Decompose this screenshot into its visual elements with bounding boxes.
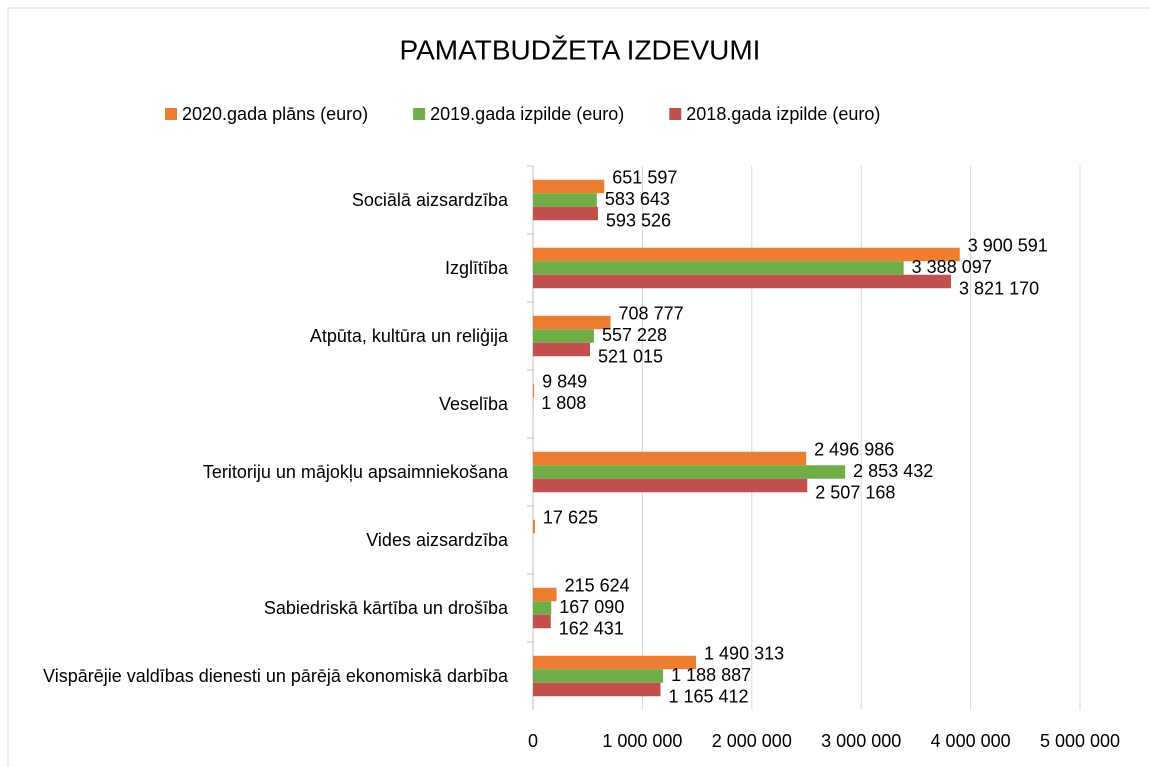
bar	[533, 261, 904, 275]
bar	[533, 451, 807, 466]
bar	[533, 682, 661, 697]
bar	[533, 383, 535, 398]
y-tick-label: Sabiedriskā kārtība un drošība	[263, 598, 508, 618]
data-label: 651 597	[612, 167, 677, 187]
bar	[533, 601, 552, 615]
data-label: 2 853 432	[853, 461, 933, 481]
data-label: 3 821 170	[959, 278, 1039, 298]
y-tick-label: Vispārējie valdības dienesti un pārējā e…	[43, 666, 508, 686]
legend-label: 2020.gada plāns (euro)	[182, 104, 368, 124]
data-label: 1 808	[541, 393, 586, 413]
bar	[533, 465, 846, 479]
x-tick-label: 2 000 000	[712, 731, 792, 751]
data-label: 9 849	[542, 371, 587, 391]
bar	[533, 274, 952, 289]
x-tick-label: 3 000 000	[821, 731, 901, 751]
bar	[533, 587, 557, 602]
data-label: 1 490 313	[704, 643, 784, 663]
x-tick-label: 0	[528, 731, 538, 751]
bar	[533, 519, 535, 534]
y-tick-label: Vides aizsardzība	[366, 530, 508, 550]
bar	[533, 329, 594, 343]
bar	[533, 655, 697, 670]
legend-swatch	[165, 108, 177, 120]
data-label: 167 090	[559, 597, 624, 617]
chart-frame	[7, 7, 1150, 767]
data-label: 215 624	[565, 575, 630, 595]
bar	[533, 179, 605, 194]
data-label: 583 643	[605, 189, 670, 209]
legend-swatch	[413, 108, 426, 120]
bar	[533, 193, 597, 207]
y-tick-label: Sociālā aizsardzība	[351, 190, 508, 210]
data-label: 557 228	[602, 325, 667, 345]
bar	[533, 478, 808, 493]
legend-label: 2018.gada izpilde (euro)	[686, 104, 880, 124]
data-label: 593 526	[606, 210, 671, 230]
data-label: 162 431	[559, 618, 624, 638]
y-tick-label: Izglītība	[444, 258, 508, 278]
bar	[533, 315, 611, 330]
data-label: 17 625	[543, 507, 598, 527]
y-tick-label: Veselība	[438, 394, 508, 414]
chart-title: PAMATBUDŽETA IZDEVUMI	[400, 34, 761, 65]
x-tick-label: 1 000 000	[602, 731, 682, 751]
legend-swatch	[669, 108, 682, 120]
data-label: 3 900 591	[968, 235, 1048, 255]
data-label: 708 777	[619, 303, 684, 323]
bar	[533, 614, 551, 629]
data-label: 521 015	[598, 346, 663, 366]
legend-label: 2019.gada izpilde (euro)	[430, 104, 624, 124]
data-label: 2 507 168	[815, 482, 895, 502]
bar	[533, 247, 960, 262]
x-tick-label: 4 000 000	[931, 731, 1011, 751]
bar	[533, 206, 598, 221]
data-label: 1 188 887	[671, 665, 751, 685]
y-tick-label: Teritoriju un mājokļu apsaimniekošana	[202, 462, 508, 482]
y-tick-label: Atpūta, kultūra un reliģija	[309, 326, 508, 346]
data-label: 2 496 986	[814, 439, 894, 459]
bar	[533, 342, 590, 357]
bar	[533, 669, 664, 683]
data-label: 3 388 097	[912, 257, 992, 277]
data-label: 1 165 412	[668, 686, 748, 706]
x-tick-label: 5 000 000	[1040, 731, 1120, 751]
